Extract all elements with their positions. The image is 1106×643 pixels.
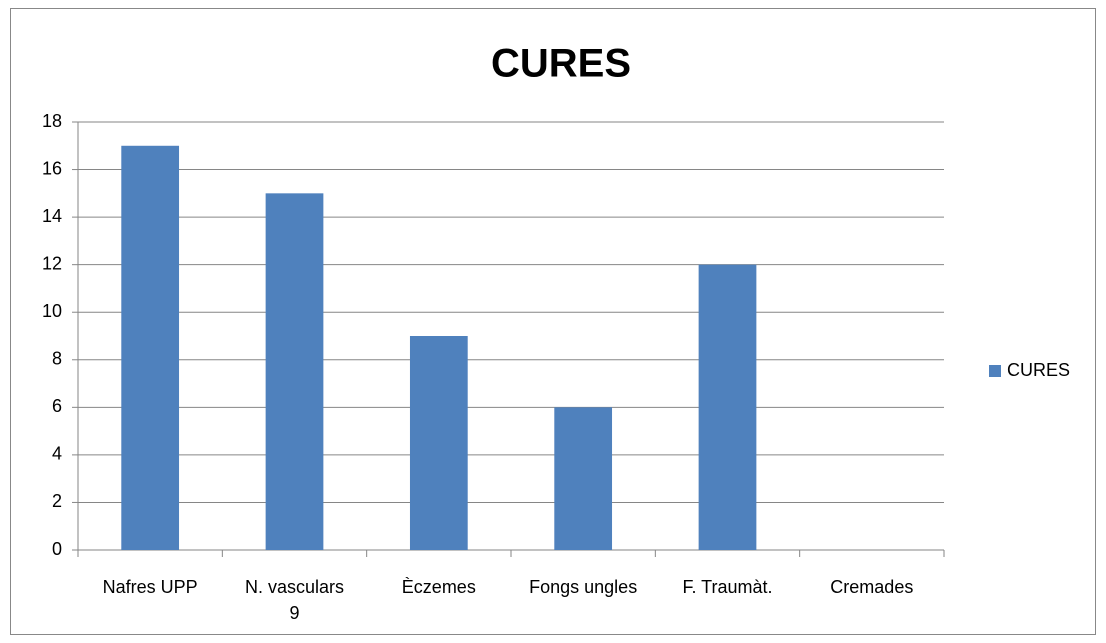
legend-label: CURES <box>1007 360 1070 380</box>
bar <box>554 407 613 550</box>
chart-title: CURES <box>491 42 631 86</box>
x-tick-label: Èczemes <box>401 577 476 597</box>
y-tick-label: 8 <box>52 349 62 369</box>
y-tick-label: 18 <box>42 111 62 131</box>
x-tick-label: F. Traumàt. <box>682 577 773 597</box>
x-tick-label: N. vasculars 9 <box>244 577 344 623</box>
y-tick-label: 16 <box>42 158 62 178</box>
y-tick-label: 10 <box>42 301 62 321</box>
y-tick-label: 6 <box>52 396 62 416</box>
chart-border <box>10 8 1096 635</box>
y-tick-label: 0 <box>52 539 62 559</box>
bar <box>698 264 757 550</box>
x-tick-label: Nafres UPP <box>102 577 198 597</box>
bar <box>265 193 324 551</box>
legend-swatch <box>989 365 1001 377</box>
bar <box>121 145 180 550</box>
y-tick-label: 12 <box>42 253 62 273</box>
x-tick-label: Cremades <box>830 577 914 597</box>
x-tick-label: Fongs ungles <box>529 577 638 597</box>
y-tick-label: 14 <box>42 206 62 226</box>
y-tick-label: 2 <box>52 491 62 511</box>
y-tick-label: 4 <box>52 444 62 464</box>
bar <box>409 336 468 550</box>
